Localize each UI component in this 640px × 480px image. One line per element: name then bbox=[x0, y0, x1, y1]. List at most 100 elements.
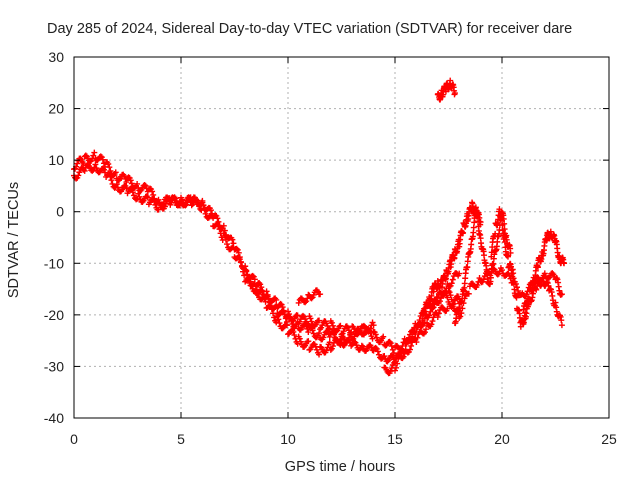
data-point bbox=[200, 202, 207, 209]
data-point bbox=[474, 282, 481, 289]
data-point bbox=[214, 215, 221, 222]
data-point bbox=[394, 360, 401, 367]
data-point bbox=[359, 343, 366, 350]
data-point bbox=[308, 295, 315, 302]
data-point bbox=[276, 320, 283, 327]
data-point bbox=[499, 267, 505, 274]
data-point bbox=[510, 275, 517, 282]
data-point bbox=[457, 313, 464, 320]
data-point bbox=[523, 291, 530, 298]
data-point bbox=[112, 169, 119, 176]
data-point bbox=[220, 222, 227, 229]
data-point bbox=[317, 291, 324, 298]
data-point bbox=[84, 161, 91, 168]
series-trace-3 bbox=[242, 274, 377, 358]
data-point bbox=[234, 246, 241, 253]
data-point bbox=[513, 294, 520, 301]
data-point bbox=[406, 346, 413, 353]
data-point bbox=[446, 289, 453, 296]
data-point bbox=[337, 322, 344, 329]
data-point bbox=[447, 292, 454, 299]
data-point bbox=[113, 181, 120, 188]
data-point bbox=[224, 241, 231, 248]
data-point bbox=[541, 270, 548, 277]
data-point bbox=[501, 239, 508, 246]
data-point bbox=[158, 202, 165, 209]
data-point bbox=[369, 335, 376, 342]
data-point bbox=[392, 367, 398, 374]
data-point bbox=[442, 275, 449, 282]
data-point bbox=[451, 255, 458, 262]
data-point bbox=[108, 177, 115, 184]
data-point bbox=[262, 296, 269, 303]
data-point bbox=[410, 329, 417, 336]
data-point bbox=[221, 227, 228, 234]
data-point bbox=[451, 297, 458, 304]
data-point bbox=[233, 245, 240, 252]
series-trace-10 bbox=[434, 77, 458, 103]
data-point bbox=[128, 180, 135, 187]
data-point bbox=[76, 169, 83, 176]
data-point bbox=[137, 187, 144, 194]
data-point bbox=[374, 348, 381, 355]
data-point bbox=[431, 301, 438, 308]
data-point bbox=[149, 188, 156, 195]
data-point bbox=[427, 308, 434, 315]
data-point bbox=[558, 291, 565, 298]
data-point bbox=[114, 184, 121, 191]
data-point bbox=[510, 270, 517, 277]
data-point bbox=[150, 191, 157, 198]
data-point bbox=[408, 342, 415, 349]
data-point bbox=[365, 328, 372, 335]
data-point bbox=[327, 346, 334, 353]
data-point bbox=[368, 344, 375, 351]
data-point bbox=[414, 324, 421, 331]
data-point bbox=[268, 306, 275, 313]
data-point bbox=[253, 286, 260, 293]
data-point bbox=[421, 329, 428, 336]
data-point bbox=[348, 329, 355, 336]
data-point bbox=[299, 312, 306, 319]
plot-frame bbox=[73, 56, 610, 419]
data-point bbox=[303, 298, 310, 305]
data-point bbox=[166, 198, 173, 205]
data-point bbox=[136, 193, 143, 200]
data-point bbox=[316, 330, 323, 337]
data-point bbox=[470, 224, 477, 231]
data-point bbox=[283, 322, 290, 329]
data-point bbox=[435, 310, 442, 317]
data-point bbox=[429, 318, 436, 325]
x-tick-label: 0 bbox=[70, 431, 78, 447]
data-point bbox=[448, 280, 455, 287]
data-point bbox=[401, 348, 408, 355]
data-point bbox=[428, 321, 435, 328]
data-point bbox=[504, 253, 511, 260]
data-point bbox=[134, 180, 141, 187]
data-point bbox=[316, 351, 323, 358]
data-point bbox=[218, 234, 225, 241]
data-point bbox=[449, 301, 456, 308]
data-point bbox=[399, 342, 406, 349]
data-point bbox=[372, 344, 379, 351]
data-point bbox=[141, 181, 148, 188]
data-point bbox=[406, 337, 413, 344]
data-point bbox=[274, 313, 281, 320]
data-point bbox=[174, 202, 181, 209]
y-tick-label: 0 bbox=[56, 204, 64, 220]
data-point bbox=[80, 160, 87, 167]
data-point bbox=[510, 281, 517, 288]
data-point bbox=[93, 165, 100, 172]
data-point bbox=[89, 167, 96, 174]
y-tick-label: -20 bbox=[44, 307, 64, 323]
data-point bbox=[336, 323, 343, 330]
data-point bbox=[249, 272, 256, 279]
data-point bbox=[413, 339, 420, 346]
data-point bbox=[476, 275, 483, 282]
y-tick-label: -30 bbox=[44, 358, 64, 374]
data-point bbox=[462, 275, 469, 282]
data-point bbox=[286, 311, 293, 318]
data-point bbox=[215, 218, 222, 225]
data-point bbox=[456, 270, 463, 277]
data-point bbox=[155, 196, 162, 203]
